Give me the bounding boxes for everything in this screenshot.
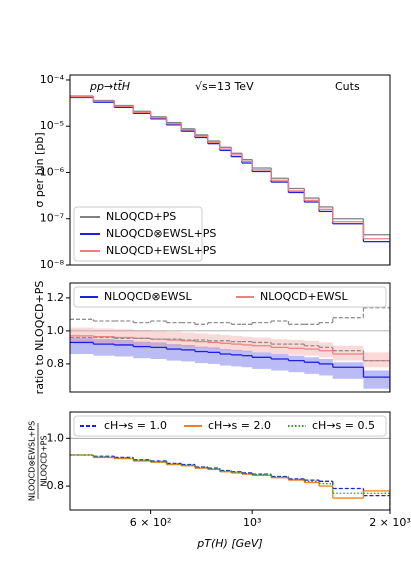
uncertainty-band: [133, 330, 151, 345]
uncertainty-band: [319, 342, 333, 358]
y-tick-label: 10⁻⁵: [40, 119, 64, 132]
uncertainty-band: [241, 336, 253, 352]
y-axis-label: NLOQCD⊗EWSL+PS NLOQCD+PS: [28, 421, 49, 501]
y-tick-label: 1.2: [47, 291, 65, 304]
uncertainty-band: [207, 347, 220, 364]
x-tick-label: 2 × 10³: [369, 516, 411, 529]
uncertainty-band: [319, 358, 333, 376]
y-label-numerator: NLOQCD⊗EWSL+PS: [28, 421, 37, 501]
legend-label: NLOQCD+PS: [106, 210, 176, 223]
uncertainty-band: [241, 350, 253, 368]
plot-area: [70, 307, 390, 392]
uncertainty-band: [114, 329, 134, 345]
y-tick-label: 10⁻⁷: [40, 212, 64, 225]
legend-box: [73, 415, 387, 437]
uncertainty-band: [271, 339, 289, 355]
y-label-denominator: NLOQCD+PS: [40, 435, 49, 486]
uncertainty-band: [231, 335, 242, 351]
uncertainty-band: [150, 342, 167, 359]
x-tick-label: 10³: [243, 516, 261, 529]
legend-label: cH→s = 1.0: [104, 419, 167, 432]
y-axis-label: ratio to NLOQCD+PS: [33, 281, 46, 395]
uncertainty-band: [363, 352, 390, 368]
uncertainty-band: [166, 344, 182, 361]
uncertainty-band: [93, 339, 115, 356]
uncertainty-band: [181, 344, 195, 362]
legend-label: cH→s = 0.5: [312, 419, 375, 432]
annotation: √s=13 TeV: [195, 80, 254, 93]
legend-label: cH→s = 2.0: [208, 419, 271, 432]
uncertainty-band: [133, 341, 151, 359]
uncertainty-band: [288, 355, 305, 373]
uncertainty-band: [114, 339, 134, 357]
y-tick-label: 10⁻⁶: [40, 165, 65, 178]
y-tick-label: 10⁻⁴: [40, 73, 65, 86]
axes-frame: [69, 74, 391, 266]
uncertainty-band: [304, 357, 320, 374]
uncertainty-band: [70, 337, 94, 355]
y-tick-label: 1.0: [47, 324, 65, 337]
uncertainty-band: [93, 328, 115, 344]
legend-label: NLOQCD⊗EWSL: [104, 290, 192, 303]
uncertainty-band: [231, 349, 242, 367]
uncertainty-band: [70, 327, 94, 343]
uncertainty-band: [332, 362, 364, 379]
plot-area: [70, 437, 390, 510]
uncertainty-band: [271, 354, 289, 371]
legend-label: NLOQCD⊗EWSL+PS: [106, 227, 216, 240]
axes-frame: [69, 411, 391, 511]
uncertainty-band: [252, 352, 272, 369]
legend-box: [73, 286, 387, 308]
y-tick-label: 0.8: [47, 479, 65, 492]
uncertainty-band: [288, 339, 305, 355]
annotation: Cuts: [335, 80, 360, 93]
legend-box: [73, 206, 203, 262]
x-tick-label: 6 × 10²: [130, 516, 172, 529]
uncertainty-band: [252, 337, 272, 353]
plot-area: [70, 95, 390, 265]
y-axis-label: σ per bin [pb]: [33, 132, 46, 207]
legend-label: NLOQCD+EWSL+PS: [106, 244, 216, 257]
x-axis-label: pT(H) [GeV]: [196, 537, 262, 550]
uncertainty-band: [363, 370, 390, 389]
uncertainty-band: [219, 349, 232, 366]
y-tick-label: 1.0: [47, 431, 65, 444]
y-tick-label: 0.8: [47, 357, 65, 370]
y-tick-label: 10⁻⁸: [40, 258, 65, 271]
axes-frame: [69, 282, 391, 393]
uncertainty-band: [332, 345, 364, 361]
uncertainty-band: [194, 333, 208, 349]
annotation: pp→tt̄H: [89, 80, 130, 93]
legend-label: NLOQCD+EWSL: [260, 290, 348, 303]
uncertainty-band: [304, 340, 320, 356]
uncertainty-band: [150, 330, 167, 346]
uncertainty-band: [194, 346, 208, 364]
uncertainty-band: [207, 334, 220, 350]
uncertainty-band: [219, 335, 232, 350]
